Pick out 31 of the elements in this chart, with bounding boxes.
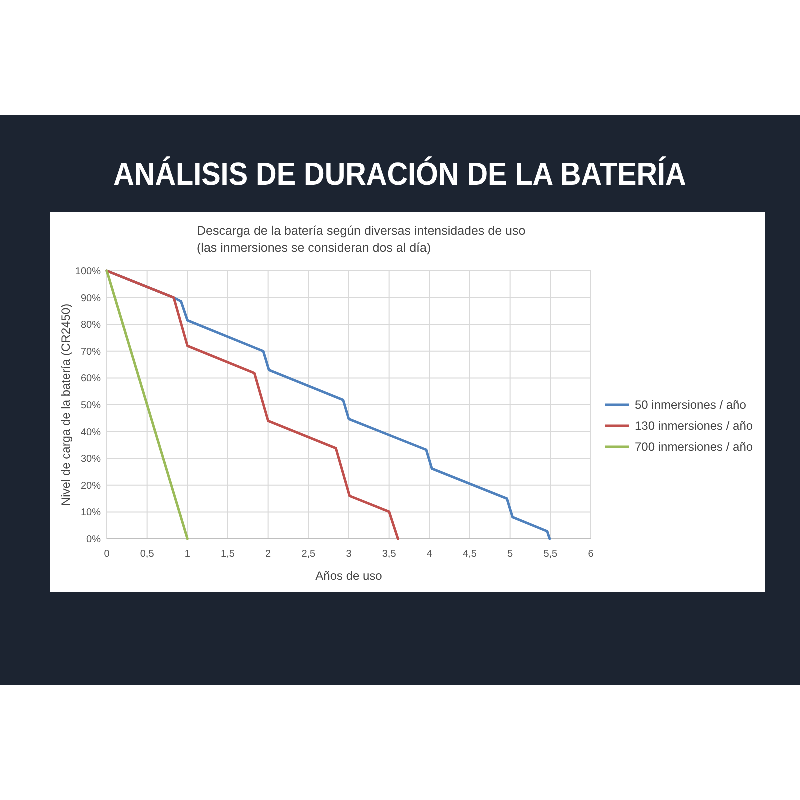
y-tick-label: 100% [75,266,102,278]
x-axis-title: Años de uso [316,569,383,583]
legend-label: 50 inmersiones / año [635,398,747,412]
x-tick-label: 1 [184,549,191,560]
x-tick-label: 5,5 [544,549,558,560]
legend-label: 130 inmersiones / año [635,419,754,433]
y-tick-label: 40% [80,427,102,438]
chart-subtitle: Descarga de la batería según diversas intensidades de uso (las inmersiones se consideran dos al día) [197,224,526,255]
y-tick-label: 20% [80,480,102,492]
y-tick-label: 70% [80,346,102,358]
y-tick-label: 80% [80,320,102,332]
y-tick-label: 10% [80,508,102,519]
y-tick-label: 60% [80,374,102,385]
x-tick-label: 4,5 [463,549,478,560]
x-tick-label: 3 [346,549,352,560]
x-tick-label: 5 [508,549,514,560]
x-tick-label: 2 [266,549,272,560]
x-tick-label: 0 [104,549,110,560]
x-tick-label: 6 [588,549,594,560]
legend-label: 700 inmersiones / año [635,440,754,454]
y-tick-label: 90% [80,293,102,304]
y-tick-label: 0% [86,534,102,546]
y-axis-title: Nivel de carga de la batería (CR2450) [59,304,73,506]
y-tick-label: 30% [80,454,102,466]
x-tick-label: 2,5 [302,549,316,560]
x-tick-label: 4 [426,549,433,560]
chart-title: ANÁLISIS DE DURACIÓN DE LA BATERÍA [114,156,686,192]
y-tick-label: 50% [80,400,102,412]
x-tick-label: 3,5 [382,549,397,560]
x-tick-label: 0,5 [140,549,155,560]
x-tick-label: 1,5 [221,549,236,560]
